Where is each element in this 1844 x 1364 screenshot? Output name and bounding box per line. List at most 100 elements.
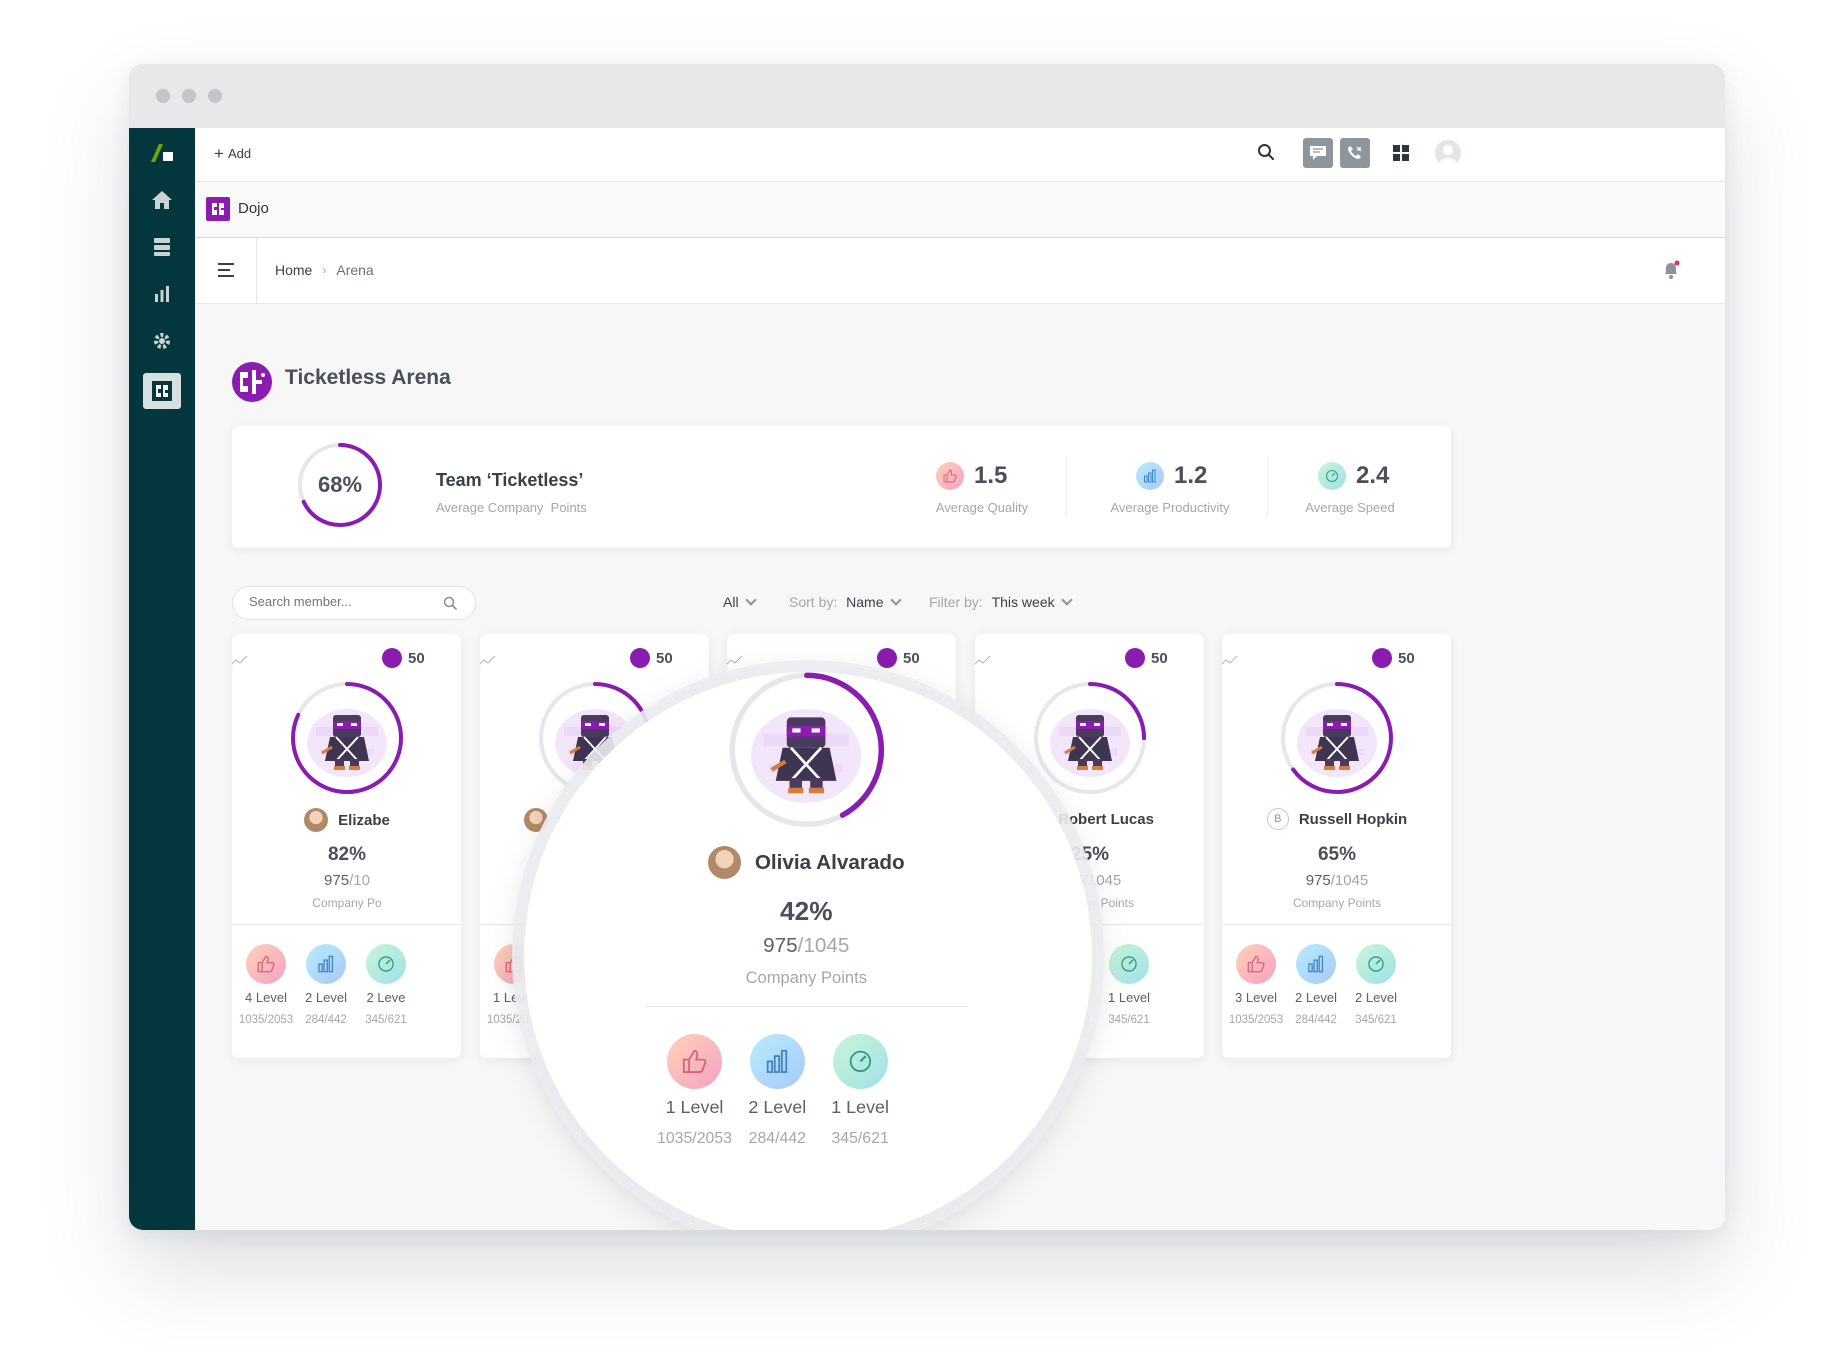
chevron-down-icon: [1060, 594, 1073, 606]
member-name[interactable]: Russell Hopkin: [1298, 810, 1408, 828]
member-progress-ring: [1281, 682, 1393, 794]
settings-gear-icon[interactable]: [149, 328, 175, 354]
app-name: Dojo: [238, 200, 269, 217]
user-avatar[interactable]: [1435, 140, 1461, 166]
metric-divider: [1066, 456, 1067, 516]
member-name[interactable]: Olivia Alvarado: [754, 850, 905, 874]
search-icon[interactable]: [1257, 143, 1275, 166]
sort-value: Name: [846, 594, 884, 610]
member-percent: 42%: [780, 895, 833, 926]
ninja-avatar-icon: [744, 687, 868, 811]
talk-phone-icon[interactable]: [1340, 138, 1370, 168]
filter-label: Filter by:: [929, 594, 983, 610]
member-photo-avatar: [304, 808, 329, 832]
member-search-field[interactable]: [232, 586, 476, 620]
team-progress-ring: [298, 443, 382, 527]
breadcrumb-chevron-icon: ›: [322, 263, 327, 277]
bar-chart-icon: [1296, 944, 1336, 984]
add-button[interactable]: + Add: [214, 145, 251, 162]
trend-icon[interactable]: [232, 654, 248, 666]
member-points-total: /1045: [797, 934, 850, 958]
member-card[interactable]: 50 B Russell Hopkin 65% 975/1045 Company Poin…: [1222, 634, 1451, 1058]
points-badge-value: 50: [903, 650, 920, 667]
stat-points: 1035/2053: [1228, 1014, 1284, 1026]
member-name[interactable]: Robert Lucas: [1058, 810, 1154, 828]
metric-speed: 2.4: [1318, 462, 1438, 490]
search-icon[interactable]: [443, 596, 458, 611]
add-label: Add: [227, 146, 252, 161]
member-name[interactable]: Elizabe: [338, 811, 390, 829]
team-name: Team ‘Ticketless’: [436, 470, 584, 490]
stat-level: 2 Leve: [366, 990, 406, 1005]
member-initial-avatar: B: [1266, 808, 1289, 830]
sort-dropdown[interactable]: Sort by: Name: [789, 594, 902, 610]
team-subtitle: Average Company Points: [436, 500, 587, 515]
card-divider: [644, 1006, 968, 1008]
thumbs-up-icon: [246, 944, 286, 984]
breadcrumb: Home › Arena: [275, 262, 374, 278]
app-window: + Add Dojo Home › Arena: [129, 64, 1725, 1230]
window-chrome: [129, 64, 1725, 128]
stat-points: 284/442: [748, 1130, 806, 1148]
member-points-total: /10: [349, 872, 370, 889]
bar-chart-icon: [1136, 462, 1164, 490]
zendesk-logo-icon[interactable]: [149, 140, 175, 166]
trend-icon[interactable]: [975, 654, 991, 666]
stat-level: 1 Level: [831, 1097, 890, 1118]
points-badge-icon: [877, 648, 897, 668]
ninja-avatar-icon: [1045, 693, 1135, 783]
member-name-row: Elizabe: [232, 808, 461, 832]
hamburger-menu-icon[interactable]: [217, 262, 235, 283]
member-search-input[interactable]: [249, 594, 429, 609]
window-close-dot[interactable]: [156, 89, 170, 103]
filter-dropdown[interactable]: Filter by: This week: [929, 594, 1073, 610]
thumbs-up-icon: [1236, 944, 1276, 984]
stat-level: 2 Level: [748, 1097, 807, 1118]
stat-points: 284/442: [305, 1014, 347, 1026]
dojo-logo-icon: [206, 197, 230, 221]
stat-points: 1035/2053: [486, 1014, 542, 1026]
member-points-main: 975: [324, 872, 350, 889]
chevron-down-icon: [744, 594, 757, 606]
app-header: Dojo: [195, 182, 1725, 238]
member-name-row: Olivia Alvarado: [620, 846, 993, 880]
dojo-app-icon[interactable]: [143, 373, 181, 409]
member-points-main: 975: [763, 934, 798, 958]
member-points: 975/10: [232, 872, 461, 889]
plus-icon: +: [214, 144, 224, 163]
apps-grid-icon[interactable]: [1392, 144, 1410, 167]
member-points-label: Company Points: [745, 967, 867, 987]
notification-bell-icon[interactable]: [1662, 260, 1680, 285]
speedometer-icon: [1356, 944, 1396, 984]
thumbs-up-icon: [666, 1033, 723, 1089]
stat-points: 345/621: [365, 1014, 407, 1026]
window-maximize-dot[interactable]: [208, 89, 222, 103]
stat-points: 345/621: [1355, 1014, 1397, 1026]
chevron-down-icon: [889, 594, 902, 606]
window-minimize-dot[interactable]: [182, 89, 196, 103]
member-points-label: Company Points: [1292, 896, 1382, 910]
sort-label: Sort by:: [789, 594, 838, 610]
stat-points: 284/442: [1295, 1014, 1337, 1026]
home-icon[interactable]: [149, 187, 175, 213]
breadcrumb-divider: [256, 238, 257, 304]
show-dropdown[interactable]: All: [723, 594, 757, 610]
trend-icon[interactable]: [480, 654, 496, 666]
trend-icon[interactable]: [1222, 654, 1238, 666]
breadcrumb-home[interactable]: Home: [275, 262, 313, 278]
metric-productivity: 1.2: [1136, 462, 1256, 490]
chat-icon[interactable]: [1303, 138, 1333, 168]
member-percent: 65%: [1317, 844, 1357, 865]
points-badge-value: 50: [408, 650, 425, 667]
metric-productivity-value: 1.2: [1174, 462, 1208, 489]
metric-speed-label: Average Speed: [1305, 500, 1395, 515]
metric-divider: [1267, 456, 1268, 516]
stat-level: 1 Level: [1108, 990, 1150, 1005]
trend-icon[interactable]: [727, 654, 743, 666]
views-icon[interactable]: [149, 234, 175, 260]
speedometer-icon: [832, 1033, 888, 1089]
reporting-icon[interactable]: [149, 281, 175, 307]
top-bar: + Add: [195, 128, 1725, 182]
member-card[interactable]: 50 Elizabe 82% 975/10 Company Po 4 Level 1035/…: [232, 634, 461, 1058]
